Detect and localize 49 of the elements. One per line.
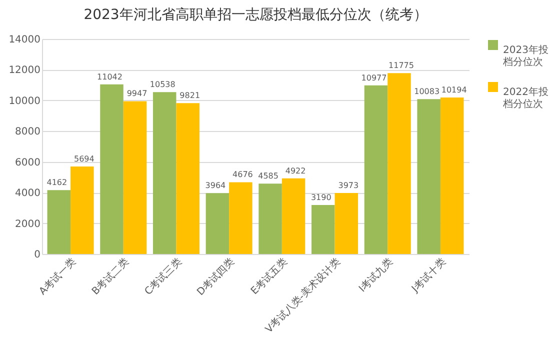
y-tick-label: 4000 [15, 188, 40, 200]
x-tick-label: I考试九类 [356, 256, 396, 295]
data-label: 9947 [126, 89, 148, 98]
data-label: 10194 [441, 85, 467, 94]
bar [282, 178, 306, 254]
bar [364, 85, 388, 254]
data-label: 5694 [74, 154, 94, 164]
y-tick-label: 2000 [15, 218, 40, 230]
bar [258, 184, 282, 254]
y-tick-label: 10000 [8, 96, 40, 107]
x-tick-label: B考试二类 [90, 256, 132, 298]
x-tick-label: J考试十类 [408, 256, 448, 296]
bar [176, 103, 200, 254]
chart-title: 2023年河北省高职单招一志愿投档最低分位次（统考） [84, 7, 428, 23]
y-tick-label: 0 [34, 250, 40, 260]
data-label: 10083 [414, 87, 440, 96]
data-label: 4922 [285, 166, 306, 176]
x-tick-label: E考试五类 [248, 256, 290, 298]
bar [47, 190, 71, 254]
bar [417, 99, 440, 254]
y-tick-label: 12000 [8, 65, 40, 76]
legend-label: 2022年投档分位次 [502, 86, 548, 110]
data-label: 10977 [361, 73, 387, 82]
bar [440, 97, 464, 254]
data-label: 4162 [46, 178, 68, 188]
bar [100, 84, 124, 254]
bar [229, 182, 252, 254]
data-label: 9821 [180, 91, 200, 100]
bar [206, 193, 230, 254]
bar [70, 166, 94, 254]
data-label: 3964 [205, 181, 226, 190]
data-label: 11042 [97, 72, 122, 82]
data-label: 4585 [258, 172, 278, 181]
bar [388, 73, 411, 254]
bar [152, 92, 176, 254]
data-label: 3973 [338, 180, 359, 190]
data-label: 10538 [150, 80, 176, 90]
y-tick-label: 6000 [15, 157, 40, 168]
data-label: 11775 [388, 61, 414, 70]
y-tick-label: 14000 [8, 34, 40, 46]
data-label: 4676 [232, 170, 253, 180]
bar [123, 101, 147, 254]
legend-label: 2023年投档分位次 [502, 44, 548, 68]
data-label: 3190 [310, 193, 332, 202]
bar [312, 205, 335, 254]
bar [334, 192, 358, 254]
x-tick-label: D考试四类 [194, 256, 237, 298]
x-tick-label: C考试三类 [142, 256, 184, 298]
y-tick-label: 8000 [15, 126, 40, 138]
